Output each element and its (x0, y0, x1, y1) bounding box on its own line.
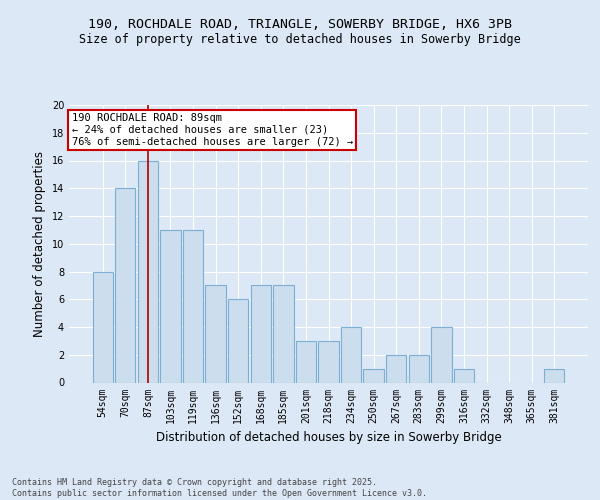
Text: Size of property relative to detached houses in Sowerby Bridge: Size of property relative to detached ho… (79, 32, 521, 46)
Y-axis label: Number of detached properties: Number of detached properties (33, 151, 46, 337)
Bar (364, 368, 384, 382)
Bar (273, 286, 293, 382)
Bar (341, 327, 361, 382)
Bar (386, 355, 406, 382)
Text: 190 ROCHDALE ROAD: 89sqm
← 24% of detached houses are smaller (23)
76% of semi-d: 190 ROCHDALE ROAD: 89sqm ← 24% of detach… (71, 114, 353, 146)
Bar (183, 230, 203, 382)
Bar (228, 299, 248, 382)
Bar (92, 272, 113, 382)
Text: Contains HM Land Registry data © Crown copyright and database right 2025.
Contai: Contains HM Land Registry data © Crown c… (12, 478, 427, 498)
Bar (138, 160, 158, 382)
Bar (409, 355, 429, 382)
Bar (115, 188, 136, 382)
Bar (431, 327, 452, 382)
X-axis label: Distribution of detached houses by size in Sowerby Bridge: Distribution of detached houses by size … (155, 431, 502, 444)
Bar (251, 286, 271, 382)
Bar (160, 230, 181, 382)
Bar (319, 341, 338, 382)
Bar (205, 286, 226, 382)
Bar (544, 368, 565, 382)
Bar (454, 368, 474, 382)
Bar (296, 341, 316, 382)
Text: 190, ROCHDALE ROAD, TRIANGLE, SOWERBY BRIDGE, HX6 3PB: 190, ROCHDALE ROAD, TRIANGLE, SOWERBY BR… (88, 18, 512, 30)
